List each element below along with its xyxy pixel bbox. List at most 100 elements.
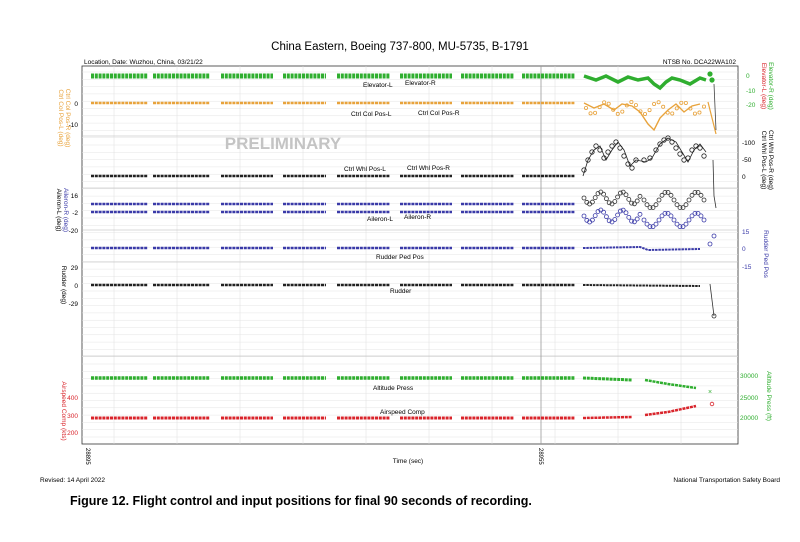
aileron-series-marks — [629, 200, 634, 206]
ctrl-whl-series-marks — [593, 143, 599, 149]
right-axis-label: Altitude Press (ft) — [765, 371, 772, 421]
ctrl-col-series-marks — [674, 106, 679, 111]
ctrl-col-series-marks — [593, 110, 598, 115]
altitude-series-marks — [644, 378, 697, 390]
aileron-series-marks — [623, 210, 629, 216]
aileron-series-marks — [634, 198, 640, 204]
ctrl-col-series-marks — [697, 110, 702, 115]
ctrl-col-series-marks — [615, 111, 620, 116]
right-tick-label: 25000 — [740, 395, 758, 402]
figure-caption: Figure 12. Flight control and input posi… — [70, 494, 532, 508]
aileron-series-marks — [606, 200, 612, 206]
aileron-series-marks — [592, 195, 598, 201]
airspeed-comp-label: Airspeed Comp — [380, 409, 425, 416]
ctrl-col-series-marks — [688, 106, 693, 111]
aileron-series-marks — [629, 218, 634, 224]
agency-name: National Transportation Safety Board — [673, 477, 780, 484]
aileron-series-marks — [620, 207, 626, 213]
aileron-series-marks — [615, 194, 620, 200]
left-axis-label: Aileron-R (deg) — [62, 188, 69, 232]
aileron-series-marks — [695, 210, 701, 216]
aileron-series-marks — [653, 221, 659, 227]
left-axis-label: Ctrl Col Pos-L (deg) — [57, 89, 64, 146]
aileron-series-marks — [701, 197, 707, 203]
revised-date: Revised: 14 April 2022 — [40, 477, 105, 484]
ctrl-whl-series-marks — [697, 145, 703, 151]
ctrl-whl-series-marks — [609, 143, 615, 149]
aileron-series-marks — [698, 213, 704, 219]
aileron-series-marks — [701, 217, 707, 223]
aileron-series-marks — [632, 219, 637, 225]
ctrl-whl-series-marks — [641, 157, 647, 163]
left-tick-label: -29 — [69, 301, 79, 308]
ctrl-whl-series-marks — [597, 147, 603, 153]
right-tick-label: 15 — [742, 229, 750, 236]
left-tick-label: -20 — [69, 228, 79, 235]
aileron-series-marks — [601, 209, 606, 215]
left-tick-label: -2 — [72, 210, 78, 217]
aileron-series-marks — [644, 202, 650, 208]
aileron-series-marks — [686, 197, 692, 203]
aileron-series-marks — [659, 192, 665, 198]
ctrl-col-series-marks — [633, 103, 638, 108]
left-tick-label: -10 — [69, 122, 79, 129]
right-tick-label: 20000 — [740, 415, 758, 422]
rudder-series-marks — [709, 283, 715, 317]
aileron-series-marks — [641, 217, 647, 223]
ctrl-whl-series-marks — [625, 161, 631, 167]
left-axis-label: Aileron-L (deg) — [55, 189, 62, 232]
rudder-ped-pos-label: Rudder Ped Pos — [376, 254, 424, 261]
ctrl-whl-series-marks — [617, 145, 623, 151]
aileron-series-marks — [604, 214, 609, 220]
ctrl-whl-series-marks — [601, 155, 607, 161]
aileron-series-marks — [644, 221, 650, 227]
aileron-series-marks — [650, 205, 656, 211]
left-tick-label: 400 — [67, 395, 78, 402]
ctrl-col-series-marks — [713, 83, 717, 131]
ctrl-whl-series-marks — [689, 147, 695, 153]
aileron-series-marks — [665, 210, 671, 216]
aileron-series-marks — [609, 201, 615, 207]
ctrl-col-series-marks — [702, 104, 707, 109]
aileron-series-marks — [650, 224, 656, 230]
ctrl-col-series-marks — [584, 106, 589, 111]
aileron-series-marks — [604, 196, 609, 202]
ctrl-whl-series-marks — [677, 151, 683, 157]
ctrl-col-series-marks — [638, 109, 643, 114]
rudder-ped-series-marks — [582, 245, 701, 252]
aileron-series-marks — [674, 202, 680, 208]
aileron-series-marks — [626, 196, 632, 202]
aileron-series-marks — [653, 202, 659, 208]
ctrl-whl-series-marks — [693, 143, 699, 149]
left-axis-label: Rudder (deg) — [60, 266, 67, 304]
aileron-series-marks — [612, 217, 618, 222]
aileron-series-marks — [683, 221, 689, 227]
rudder-ped-series-marks — [711, 233, 717, 239]
ctrl-whl-series-marks — [585, 157, 591, 163]
aileron-series-marks — [612, 199, 618, 204]
airspeed-series-marks — [644, 404, 697, 417]
aileron-series-marks — [689, 213, 695, 219]
right-tick-label: 30000 — [740, 373, 758, 380]
ctrl-col-series-marks — [679, 100, 684, 105]
ctrl-whl-series-marks — [685, 155, 691, 161]
right-tick-label: -20 — [746, 102, 756, 109]
right-tick-label: 0 — [742, 246, 746, 253]
aileron-series-marks — [620, 189, 626, 195]
aileron-series-marks — [662, 210, 668, 216]
ctrl-col-series-marks — [692, 111, 697, 116]
left-tick-label: 29 — [71, 265, 79, 272]
aileron-series-marks — [637, 193, 643, 199]
aileron-series-marks — [647, 205, 653, 211]
aileron-l-label: Aileron-L — [367, 216, 393, 223]
aileron-series-marks — [692, 189, 698, 195]
right-axis-label: Ctrl Whl Pos-L (deg) — [760, 131, 767, 190]
ntsb-number: NTSB No. DCA22WA102 — [663, 59, 736, 66]
ctrl-col-series-marks — [606, 101, 611, 106]
aileron-series-marks — [668, 192, 674, 198]
aileron-series-marks — [618, 190, 623, 196]
ctrl-whl-series-marks — [712, 159, 717, 209]
altitude-press-label: Altitude Press — [373, 385, 414, 392]
aileron-series-marks — [623, 192, 629, 198]
